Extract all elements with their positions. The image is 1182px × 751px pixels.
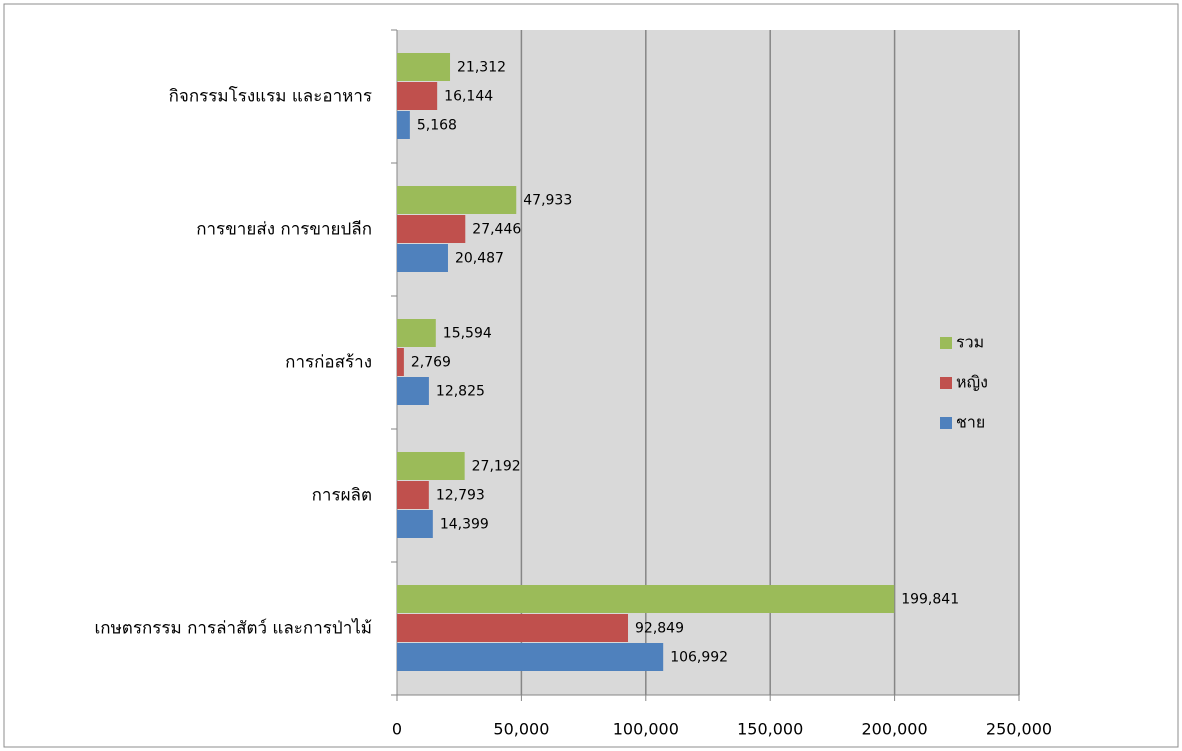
legend-swatch: [940, 377, 952, 389]
y-tick-label: การก่อสร้าง: [285, 353, 372, 373]
bar: [397, 348, 404, 376]
y-tick-label: เกษตรกรรม การล่าสัตว์ และการป่าไม้: [94, 618, 372, 639]
bar: [397, 377, 429, 405]
data-label: 47,933: [523, 193, 572, 209]
x-tick-label: 250,000: [986, 720, 1052, 739]
data-label: 2,769: [411, 355, 451, 371]
bar: [397, 186, 517, 214]
x-tick-label: 100,000: [613, 720, 679, 739]
x-tick-label: 150,000: [737, 720, 803, 739]
legend-label: รวม: [956, 333, 984, 352]
data-label: 20,487: [455, 251, 504, 267]
data-label: 12,825: [436, 384, 485, 400]
legend-swatch: [940, 337, 952, 349]
legend-label: ชาย: [956, 413, 985, 432]
bar: [397, 53, 451, 81]
bar: [397, 585, 895, 613]
bar: [397, 614, 629, 642]
bar: [397, 510, 433, 538]
data-label: 12,793: [436, 488, 485, 504]
bar: [397, 452, 465, 480]
data-label: 5,168: [417, 118, 457, 134]
plot-area: [397, 30, 1019, 695]
legend-label: หญิง: [956, 373, 988, 392]
bar: [397, 244, 448, 272]
bar: [397, 215, 466, 243]
data-label: 27,446: [472, 222, 521, 238]
data-label: 92,849: [635, 621, 684, 637]
legend-swatch: [940, 417, 952, 429]
x-tick-label: 50,000: [493, 720, 549, 739]
data-label: 15,594: [443, 326, 492, 342]
x-tick-label: 0: [392, 720, 402, 739]
x-tick-label: 200,000: [862, 720, 928, 739]
bar: [397, 481, 429, 509]
bar: [397, 643, 664, 671]
y-tick-label: การขายส่ง การขายปลีก: [196, 220, 372, 240]
data-label: 27,192: [472, 459, 521, 475]
bar: [397, 82, 438, 110]
data-label: 21,312: [457, 60, 506, 76]
data-label: 16,144: [444, 89, 493, 105]
bar: [397, 111, 410, 139]
data-label: 106,992: [670, 650, 728, 666]
y-tick-label: การผลิต: [312, 486, 372, 506]
y-tick-label: กิจกรรมโรงแรม และอาหาร: [169, 86, 372, 107]
data-label: 14,399: [440, 517, 489, 533]
bar: [397, 319, 436, 347]
data-label: 199,841: [901, 592, 959, 608]
